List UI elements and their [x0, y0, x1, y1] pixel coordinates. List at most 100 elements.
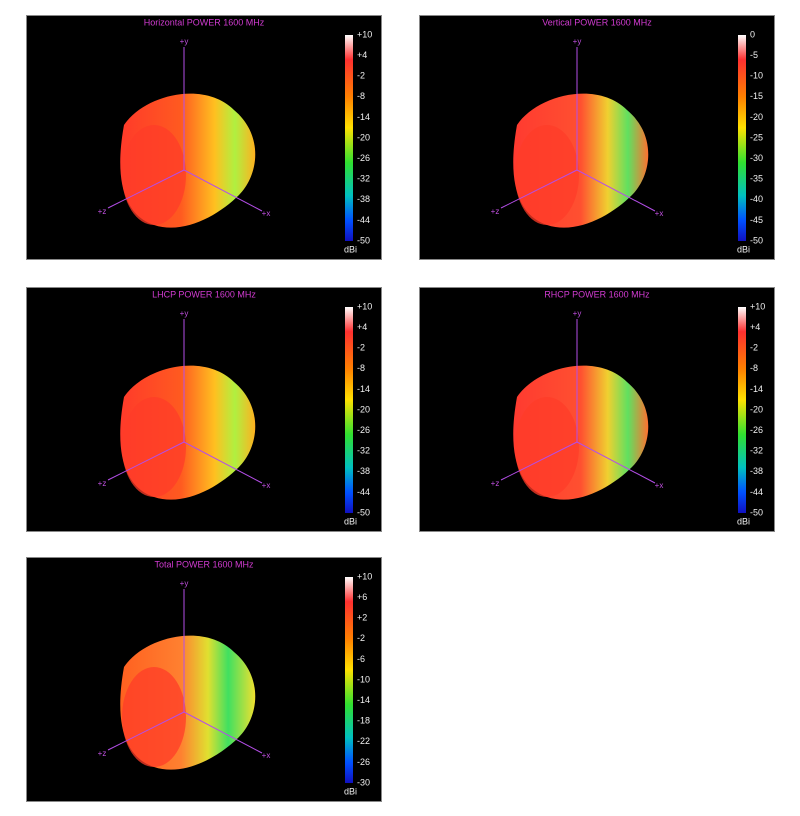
axis-z	[107, 169, 185, 209]
axis-z	[500, 169, 578, 209]
colorbar-tick-label: -35	[750, 174, 763, 184]
colorbar-tick-label: -25	[750, 132, 763, 142]
axis-x	[183, 441, 263, 484]
axis-label: +x	[655, 209, 664, 218]
colorbar-tick-label: -20	[750, 404, 763, 414]
axis-label: +z	[98, 207, 107, 216]
colorbar-tick-label: -26	[357, 425, 370, 435]
colorbar-tick-label: +10	[750, 301, 765, 311]
colorbar-tick-label: -8	[357, 363, 365, 373]
axis-label: +y	[180, 37, 189, 46]
colorbar-tick-label: -2	[357, 343, 365, 353]
colorbar-tick-label: -26	[357, 153, 370, 163]
panel-title: Horizontal POWER 1600 MHz	[144, 17, 265, 27]
panel-title: LHCP POWER 1600 MHz	[152, 289, 256, 299]
colorbar-unit: dBi	[344, 786, 357, 796]
colorbar-tick-label: +4	[357, 322, 367, 332]
panel-title: Total POWER 1600 MHz	[154, 559, 254, 569]
axis-label: +x	[262, 481, 271, 490]
axis-label: +y	[573, 37, 582, 46]
colorbar-unit: dBi	[344, 244, 357, 254]
colorbar-tick-label: -8	[750, 363, 758, 373]
colorbar-tick-label: -8	[357, 91, 365, 101]
colorbar-tick-label: +4	[357, 50, 367, 60]
colorbar-tick-label: 0	[750, 29, 755, 39]
colorbar-tick-label: -50	[750, 507, 763, 517]
axis-label: +x	[262, 209, 271, 218]
colorbar-tick-label: -50	[750, 235, 763, 245]
colorbar-tick-label: -10	[750, 71, 763, 81]
colorbar-tick-label: -20	[357, 132, 370, 142]
colorbar	[738, 35, 746, 241]
pattern-panel: LHCP POWER 1600 MHz +y +z +x +10 +4 -2 -8 -14 -20…	[26, 287, 382, 532]
axis-label: +y	[180, 309, 189, 318]
axis-label: +z	[491, 207, 500, 216]
colorbar-tick-label: -6	[357, 654, 365, 664]
colorbar-unit: dBi	[737, 516, 750, 526]
colorbar-tick-label: +2	[357, 613, 367, 623]
axis-x	[576, 169, 656, 212]
axis-x	[183, 711, 263, 754]
colorbar-tick-label: -2	[357, 71, 365, 81]
colorbar-tick-label: -38	[357, 466, 370, 476]
colorbar-tick-label: -20	[357, 404, 370, 414]
colorbar-tick-label: -14	[750, 384, 763, 394]
colorbar-tick-label: -32	[750, 446, 763, 456]
colorbar	[345, 577, 353, 783]
colorbar-tick-label: +10	[357, 29, 372, 39]
pattern-face	[515, 125, 579, 225]
axis-label: +z	[98, 479, 107, 488]
colorbar-tick-label: +4	[750, 322, 760, 332]
colorbar-tick-label: -2	[750, 343, 758, 353]
axis-x	[183, 169, 263, 212]
colorbar-tick-label: -26	[357, 757, 370, 767]
colorbar-unit: dBi	[344, 516, 357, 526]
colorbar-tick-label: +6	[357, 592, 367, 602]
colorbar-tick-label: -5	[750, 50, 758, 60]
colorbar-tick-label: -30	[357, 777, 370, 787]
pattern-panel: RHCP POWER 1600 MHz +y +z +x +10 +4 -2 -8 -14 -20…	[419, 287, 775, 532]
axis-z	[107, 711, 185, 751]
colorbar-tick-label: -44	[357, 215, 370, 225]
colorbar-tick-label: -14	[357, 384, 370, 394]
colorbar-tick-label: -32	[357, 174, 370, 184]
colorbar-tick-label: -14	[357, 112, 370, 122]
colorbar-tick-label: -18	[357, 716, 370, 726]
pattern-face	[122, 397, 186, 497]
axis-z	[107, 441, 185, 481]
colorbar-unit: dBi	[737, 244, 750, 254]
pattern-panel: Horizontal POWER 1600 MHz +y +z +x +10 +4 -2 -8…	[26, 15, 382, 260]
pattern-face	[122, 667, 186, 767]
axis-label: +z	[98, 749, 107, 758]
axis-label: +x	[262, 751, 271, 760]
colorbar-tick-label: -2	[357, 633, 365, 643]
axis-label: +x	[655, 481, 664, 490]
colorbar-tick-label: -40	[750, 194, 763, 204]
pattern-panel: Vertical POWER 1600 MHz +y +z +x 0 -5 -10 -15 -2…	[419, 15, 775, 260]
pattern-panel: Total POWER 1600 MHz +y +z +x +10 +6 +2 -2 -6 -10…	[26, 557, 382, 802]
colorbar-tick-label: -26	[750, 425, 763, 435]
colorbar-tick-label: -20	[750, 112, 763, 122]
colorbar	[345, 35, 353, 241]
axis-z	[500, 441, 578, 481]
colorbar-tick-label: -14	[357, 695, 370, 705]
axis-label: +z	[491, 479, 500, 488]
axis-label: +y	[573, 309, 582, 318]
axis-x	[576, 441, 656, 484]
pattern-face	[122, 125, 186, 225]
colorbar-tick-label: -32	[357, 446, 370, 456]
panel-title: RHCP POWER 1600 MHz	[544, 289, 650, 299]
colorbar-tick-label: +10	[357, 571, 372, 581]
pattern-face	[515, 397, 579, 497]
colorbar-tick-label: -50	[357, 235, 370, 245]
colorbar-tick-label: -38	[750, 466, 763, 476]
colorbar-tick-label: -50	[357, 507, 370, 517]
colorbar-tick-label: -10	[357, 674, 370, 684]
colorbar-tick-label: -44	[750, 487, 763, 497]
colorbar-tick-label: -30	[750, 153, 763, 163]
panel-title: Vertical POWER 1600 MHz	[542, 17, 652, 27]
colorbar-tick-label: -44	[357, 487, 370, 497]
colorbar	[345, 307, 353, 513]
